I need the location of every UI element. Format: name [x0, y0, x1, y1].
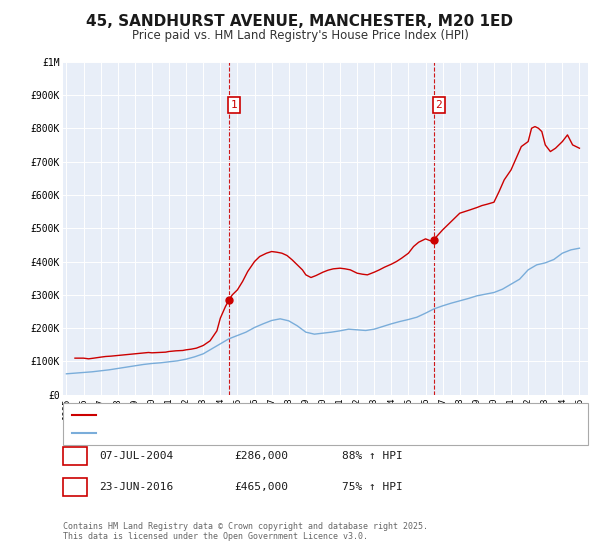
Text: 75% ↑ HPI: 75% ↑ HPI	[342, 482, 403, 492]
Text: Price paid vs. HM Land Registry's House Price Index (HPI): Price paid vs. HM Land Registry's House …	[131, 29, 469, 42]
Text: 23-JUN-2016: 23-JUN-2016	[99, 482, 173, 492]
Text: 1: 1	[71, 451, 79, 461]
Text: 07-JUL-2004: 07-JUL-2004	[99, 451, 173, 461]
Text: HPI: Average price, detached house, Manchester: HPI: Average price, detached house, Manc…	[99, 428, 369, 438]
Text: 1: 1	[231, 100, 238, 110]
Text: 2: 2	[436, 100, 442, 110]
Text: £465,000: £465,000	[234, 482, 288, 492]
Text: 88% ↑ HPI: 88% ↑ HPI	[342, 451, 403, 461]
Text: 45, SANDHURST AVENUE, MANCHESTER, M20 1ED: 45, SANDHURST AVENUE, MANCHESTER, M20 1E…	[86, 14, 514, 29]
Text: 45, SANDHURST AVENUE, MANCHESTER, M20 1ED (detached house): 45, SANDHURST AVENUE, MANCHESTER, M20 1E…	[99, 410, 440, 420]
Text: Contains HM Land Registry data © Crown copyright and database right 2025.
This d: Contains HM Land Registry data © Crown c…	[63, 522, 428, 542]
Text: £286,000: £286,000	[234, 451, 288, 461]
Text: 2: 2	[71, 482, 79, 492]
